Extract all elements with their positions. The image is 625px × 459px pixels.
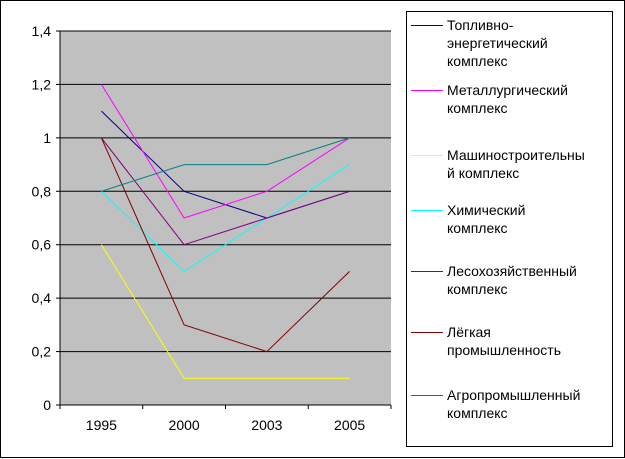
legend-label: Лёгкая промышленность: [447, 323, 609, 359]
legend-label-line: промышленность: [447, 342, 561, 358]
legend-label-line: комплекс: [447, 220, 508, 236]
legend-label-line: Лесохозяйственный: [447, 263, 577, 279]
y-tick-label: 1: [43, 130, 51, 146]
legend-label-line: Химический: [447, 202, 526, 218]
legend-label-line: энергетический: [447, 35, 548, 51]
legend-swatch: [411, 155, 443, 156]
legend-swatch: [411, 25, 443, 26]
series-line-2: [100, 84, 350, 219]
y-tick-label: 0,8: [32, 183, 52, 199]
series-line-6: [100, 137, 350, 353]
legend-label-line: Машиностроительны: [447, 147, 585, 163]
legend-label: Химический комплекс: [447, 201, 609, 237]
legend-swatch: [411, 332, 443, 333]
series-line-7: [101, 137, 350, 192]
series-line-3: [100, 244, 350, 379]
x-tick-label: 2000: [169, 417, 200, 433]
plot-area: [60, 31, 391, 405]
legend-label: Лесохозяйственный комплекс: [447, 262, 609, 298]
legend-label-line: Металлургический: [447, 82, 568, 98]
legend-label-line: Лёгкая: [447, 324, 491, 340]
y-tick-label: 1,2: [32, 76, 52, 92]
y-tick-label: 0,6: [32, 237, 52, 253]
legend-label-line: комплекс: [447, 405, 508, 421]
legend-swatch: [411, 395, 443, 396]
legend-label-line: комплекс: [447, 100, 508, 116]
y-tick-label: 1,4: [32, 23, 52, 39]
series-line-5: [101, 137, 350, 246]
x-tick-label: 1995: [86, 417, 117, 433]
x-tick-label: 2005: [334, 417, 365, 433]
legend-label-line: комплекс: [447, 281, 508, 297]
y-tick-label: 0,2: [32, 344, 52, 360]
legend-label-line: Агропромышленный: [447, 387, 581, 403]
x-tick-label: 2003: [251, 417, 282, 433]
legend-label: Металлургический комплекс: [447, 81, 609, 117]
legend-label: Агропромышленный комплекс: [447, 386, 609, 422]
legend-swatch: [411, 210, 443, 211]
y-tick-label: 0,4: [32, 290, 52, 306]
y-tick-label: 0: [43, 397, 51, 413]
legend-label-line: Топливно-: [447, 17, 514, 33]
legend: Топливно-энергетический комплекс Металлург…: [406, 11, 613, 447]
legend-label: Машиностроительны й комплекс: [447, 146, 609, 182]
legend-label: Топливно-энергетический комплекс: [447, 16, 609, 70]
legend-swatch: [411, 90, 443, 91]
legend-label-line: комплекс: [447, 53, 508, 69]
legend-swatch: [411, 271, 443, 272]
legend-label-line: й комплекс: [447, 165, 520, 181]
